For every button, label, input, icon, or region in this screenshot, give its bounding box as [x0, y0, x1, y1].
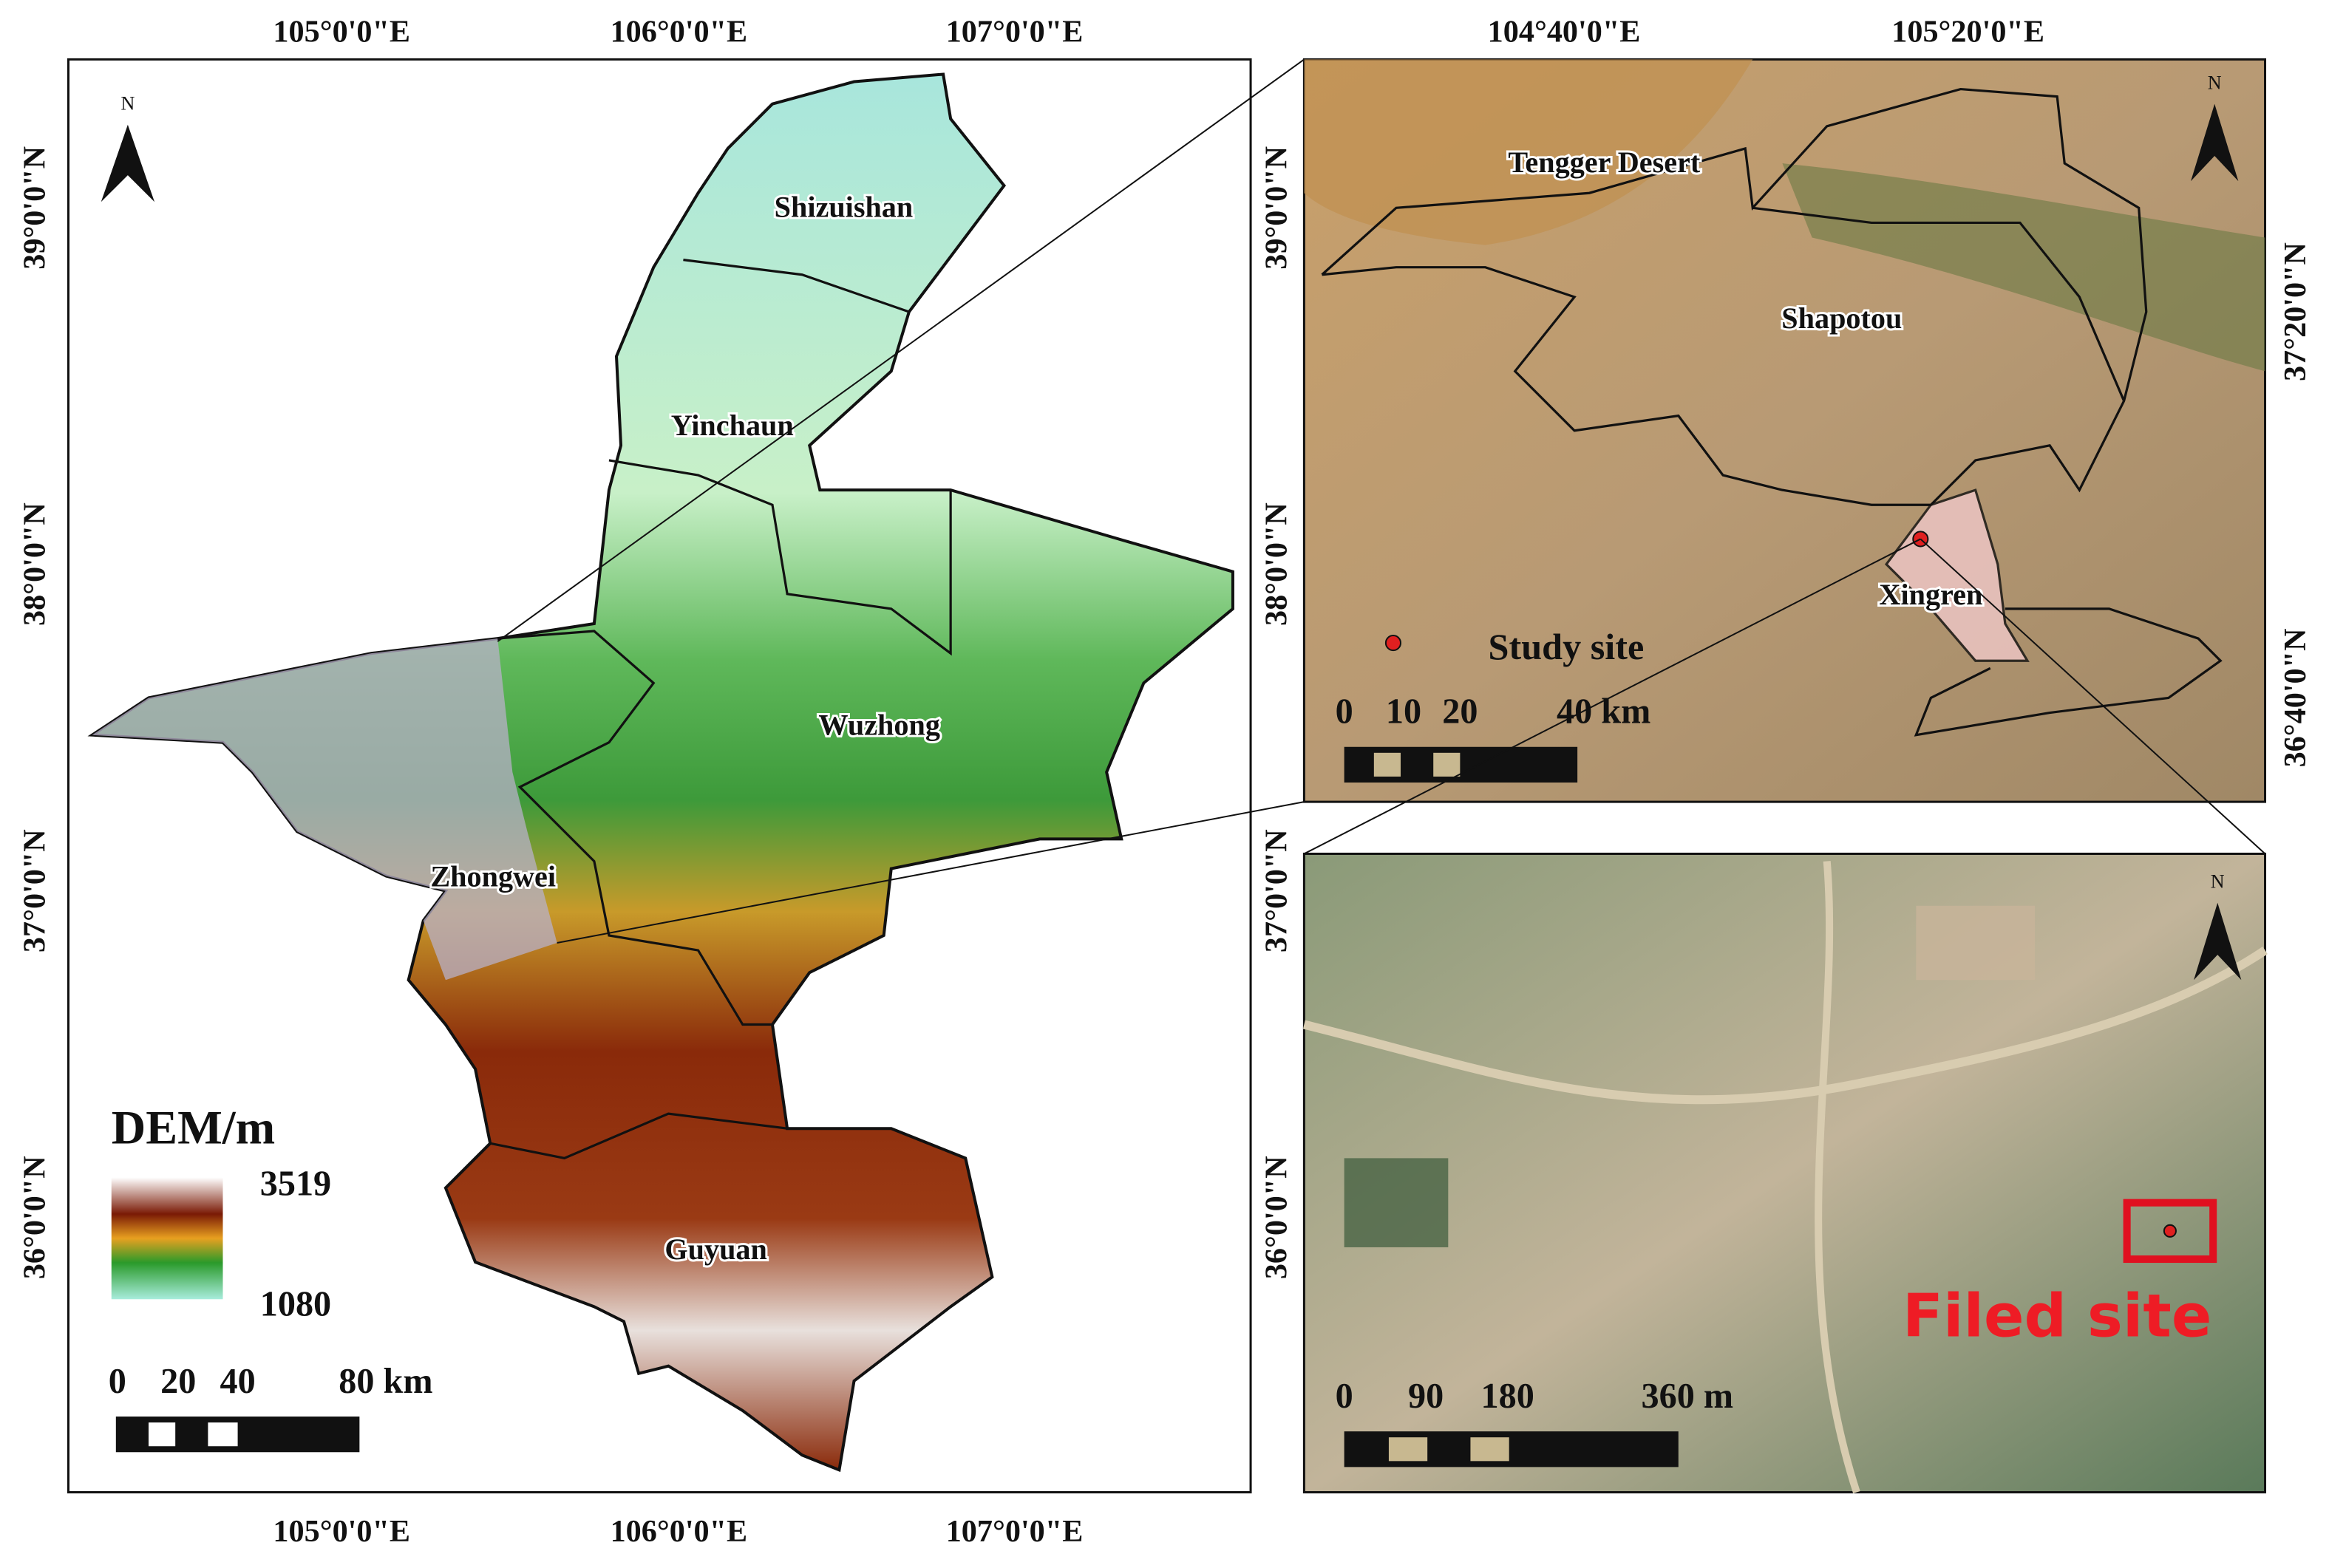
region-label: Guyuan — [664, 1233, 766, 1266]
road — [1815, 861, 1860, 1494]
region-boundary — [489, 1112, 788, 1160]
legend-title: DEM/m — [112, 1101, 275, 1153]
region-label: Shizuishan — [775, 190, 914, 223]
lat-label: 39°0'0"N — [17, 146, 52, 270]
lon-label: 106°0'0"E — [611, 14, 748, 49]
scale-label: 20 — [160, 1362, 196, 1401]
scale-label: 20 — [1442, 692, 1478, 732]
inset-site-frame — [1302, 852, 2267, 1494]
scale-label: 360 m — [1642, 1377, 1734, 1416]
desert-area — [1304, 59, 1753, 245]
legend-study-site: Study site — [1489, 626, 1645, 667]
lat-label: 39°0'0"N — [1259, 146, 1293, 270]
region-label: Wuzhong — [818, 709, 939, 742]
study-site-symbol — [1384, 635, 1402, 652]
scale-bar — [1344, 1431, 1679, 1468]
region-boundary — [608, 459, 952, 656]
field — [1916, 905, 2036, 981]
lon-label: 104°40'0"E — [1488, 14, 1641, 49]
region-label: Yinchaun — [671, 409, 794, 442]
lon-label: 105°0'0"E — [273, 14, 410, 49]
scale-label: 0 — [109, 1362, 126, 1401]
site-point — [2163, 1224, 2177, 1238]
scale-bar — [115, 1417, 360, 1453]
connector-line — [1303, 538, 1921, 855]
north-label: N — [120, 93, 135, 115]
place-label: Xingren — [1879, 578, 1982, 611]
zhongwei-west — [92, 638, 557, 981]
place-label: Tengger Desert — [1508, 146, 1701, 179]
connector-line — [1920, 538, 2266, 855]
scale-label: 40 — [220, 1362, 255, 1401]
scale-label: 90 — [1408, 1377, 1444, 1416]
lat-label: 36°0'0"N — [1259, 1156, 1293, 1279]
scale-label: 80 km — [339, 1362, 432, 1401]
lat-label: 37°20'0"N — [2278, 242, 2313, 381]
lon-label: 105°0'0"E — [273, 1514, 410, 1549]
scale-label: 10 — [1386, 692, 1421, 732]
north-label: N — [2211, 871, 2225, 893]
scale-label: 0 — [1336, 1377, 1353, 1416]
north-arrow — [2191, 103, 2239, 182]
connector-line — [497, 58, 1305, 642]
lon-label: 105°20'0"E — [1891, 14, 2044, 49]
county-boundary — [1914, 607, 2223, 737]
lat-label: 36°40'0"N — [2278, 628, 2313, 767]
lat-label: 38°0'0"N — [1259, 502, 1293, 626]
connector-line — [557, 801, 1305, 944]
lon-label: 106°0'0"E — [611, 1514, 748, 1549]
scale-label: 0 — [1336, 692, 1353, 732]
site-label: Filed site — [1903, 1281, 2211, 1351]
scale-label: 180 — [1481, 1377, 1534, 1416]
road — [1302, 947, 2268, 1105]
lon-label: 107°0'0"E — [946, 14, 1084, 49]
lat-label: 37°0'0"N — [17, 829, 52, 952]
county-boundary — [1752, 206, 2126, 402]
lat-label: 38°0'0"N — [17, 502, 52, 626]
lat-label: 37°0'0"N — [1259, 829, 1293, 952]
legend-min: 1080 — [260, 1284, 331, 1323]
lon-label: 107°0'0"E — [946, 1514, 1084, 1549]
place-label: Shapotou — [1781, 301, 1902, 335]
legend-max: 3519 — [260, 1165, 331, 1204]
county-boundary — [1321, 87, 2148, 506]
legend-ramp — [111, 1177, 223, 1300]
scale-label: 40 km — [1557, 692, 1650, 732]
lat-label: 36°0'0"N — [17, 1156, 52, 1279]
north-arrow — [101, 124, 155, 202]
scale-bar — [1344, 746, 1578, 783]
region-boundary — [497, 630, 772, 1026]
field — [1344, 1158, 1449, 1247]
north-arrow — [2194, 902, 2242, 981]
region-label: Zhongwei — [430, 860, 556, 893]
region-boundary — [683, 259, 910, 313]
north-label: N — [2208, 72, 2222, 94]
site-box — [2123, 1199, 2217, 1264]
